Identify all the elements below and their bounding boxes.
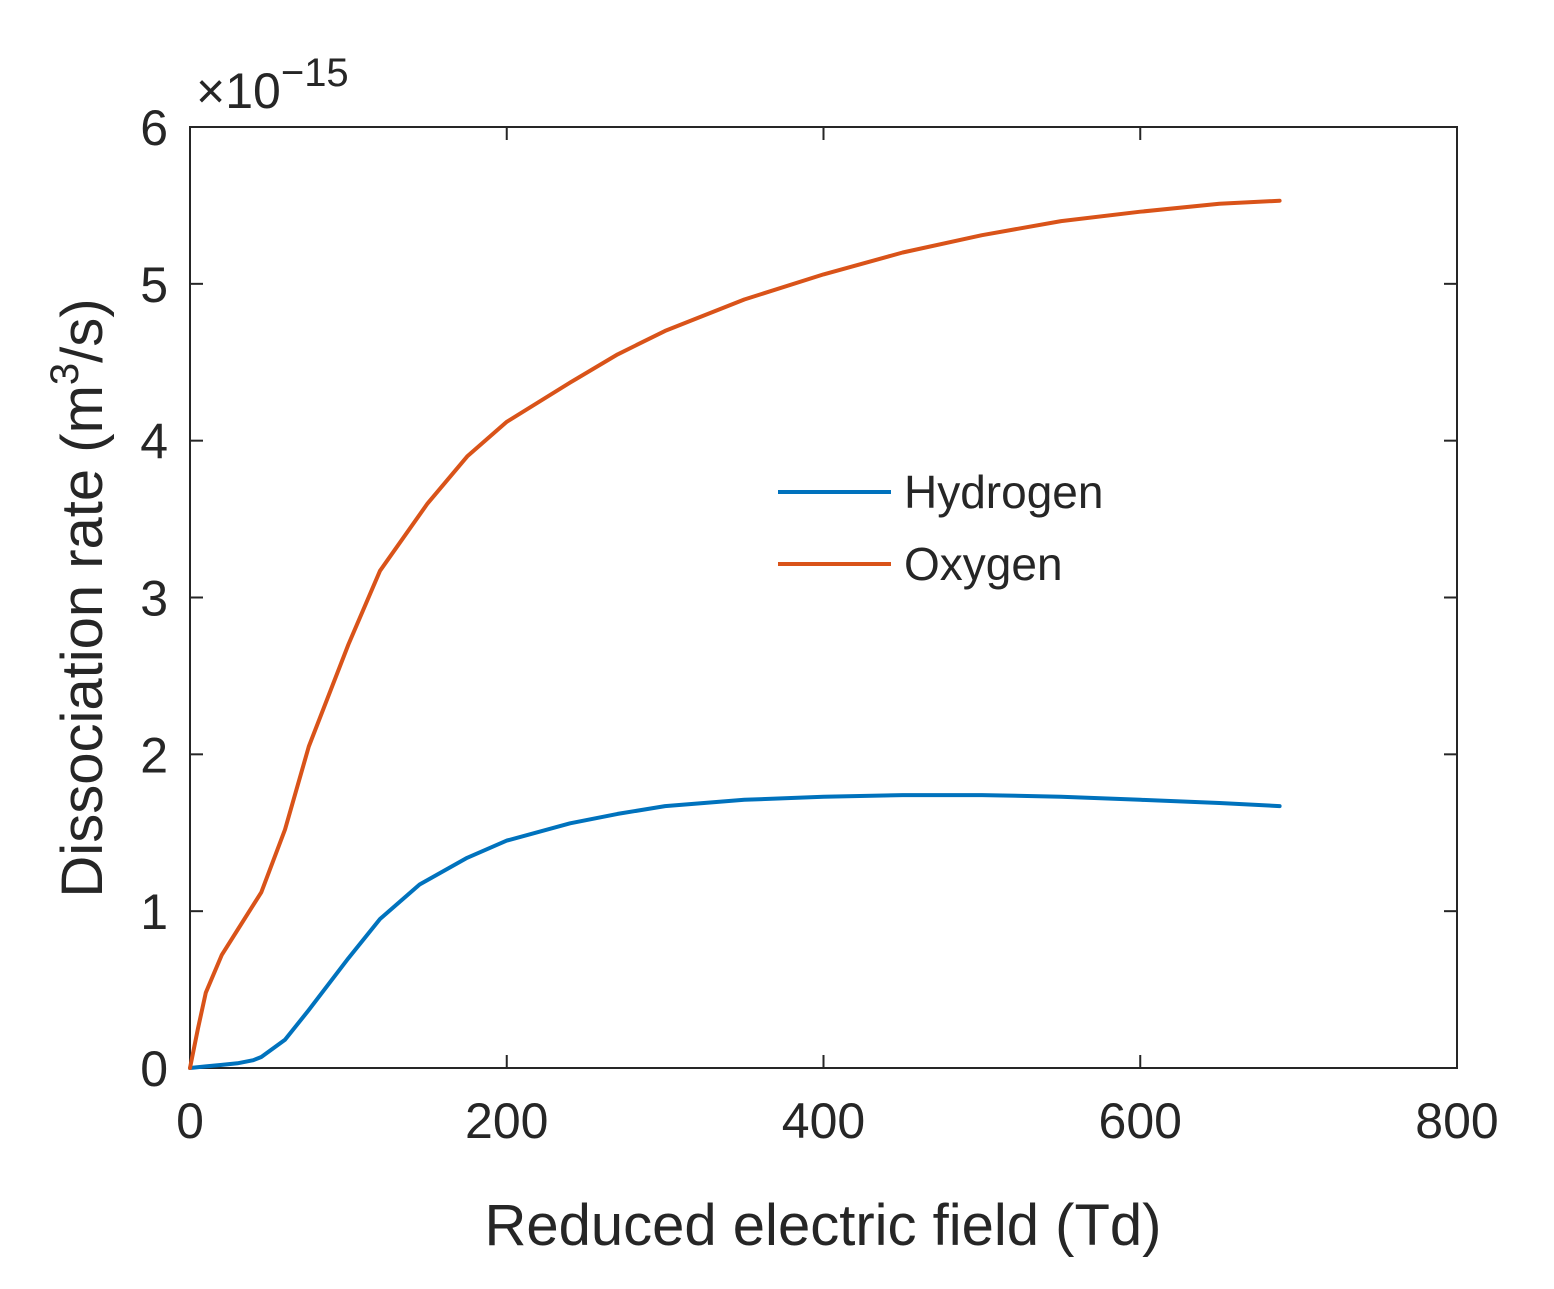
y-tick-label: 5 [140, 257, 168, 313]
legend-label-oxygen: Oxygen [904, 538, 1063, 590]
x-tick-label: 400 [782, 1093, 865, 1149]
y-tick-label: 6 [140, 100, 168, 156]
y-axis-label: Dissociation rate (m3/s) [43, 298, 115, 897]
series-line-hydrogen [188, 793, 1282, 1070]
y-tick-label: 2 [140, 727, 168, 783]
y-tick-label: 1 [140, 884, 168, 940]
x-tick-label: 800 [1415, 1093, 1498, 1149]
x-tick-label: 0 [176, 1093, 204, 1149]
y-tick-label: 0 [140, 1041, 168, 1097]
y-axis-ticks: 0 1 2 3 4 5 6 [140, 100, 1457, 1097]
x-axis-label: Reduced electric field (Td) [485, 1193, 1162, 1258]
legend: Hydrogen Oxygen [778, 466, 1103, 590]
y-exponent-label: ×10−15 [196, 51, 349, 119]
x-tick-label: 600 [1099, 1093, 1182, 1149]
series-layer [188, 198, 1282, 1070]
legend-label-hydrogen: Hydrogen [904, 466, 1103, 518]
y-tick-label: 4 [140, 414, 168, 470]
x-axis-ticks: 0 200 400 600 800 [176, 127, 1499, 1149]
x-tick-label: 200 [465, 1093, 548, 1149]
y-tick-label: 3 [140, 571, 168, 627]
series-line-oxygen [188, 198, 1282, 1070]
